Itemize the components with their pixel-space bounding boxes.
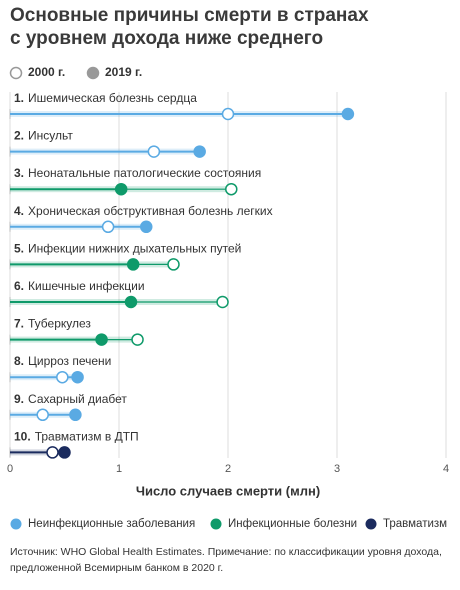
dot-2019 <box>341 107 355 121</box>
category: Инсульт <box>28 129 73 143</box>
x-tick-label: 0 <box>7 463 13 475</box>
dot-2019 <box>95 333 108 346</box>
chart-title: Основные причины смерти в странах <box>10 5 369 26</box>
legend-marker <box>365 518 377 530</box>
legend-label: Неинфекционные заболевания <box>28 518 195 530</box>
x-tick-label: 2 <box>225 463 231 475</box>
row-label: 6. Кишечные инфекции <box>14 279 145 293</box>
x-tick-label: 3 <box>334 463 340 475</box>
dot-2019 <box>58 446 71 459</box>
category: Ишемическая болезнь сердца <box>28 91 197 105</box>
category: Инфекции нижних дыхательных путей <box>28 242 241 256</box>
dot-2000 <box>221 107 235 121</box>
category: Цирроз печени <box>28 354 111 368</box>
row-label: 4. Хроническая обструктивная болезнь легк… <box>14 204 273 218</box>
rank: 4. <box>14 204 24 218</box>
category: Неонатальные патологические состояния <box>28 166 261 180</box>
dot-2000 <box>147 145 161 158</box>
dot-2000 <box>36 408 49 422</box>
dot-2019 <box>140 220 153 234</box>
dot-2000 <box>101 220 115 234</box>
dot-2000 <box>216 295 229 309</box>
legend-marker <box>9 66 23 80</box>
legend-marker <box>10 518 22 530</box>
rank: 2. <box>14 129 24 143</box>
x-axis-label: Число случаев смерти (млн) <box>136 483 320 498</box>
rank: 3. <box>14 166 24 180</box>
row-label: 10. Травматизм в ДТП <box>14 430 139 444</box>
dot-2019 <box>126 258 140 271</box>
dot-2019 <box>69 408 82 422</box>
legend-label: Травматизм <box>383 518 447 530</box>
rank: 8. <box>14 354 24 368</box>
dot-2000 <box>225 182 238 196</box>
dot-2000 <box>167 258 180 271</box>
legend-label: Инфекционные болезни <box>228 518 357 530</box>
chart-title: с уровнем дохода ниже среднего <box>10 28 323 49</box>
dot-2019 <box>193 145 206 158</box>
dot-2000 <box>131 333 144 346</box>
category: Кишечные инфекции <box>28 279 145 293</box>
row-label: 8. Цирроз печени <box>14 354 111 368</box>
category: Туберкулез <box>28 317 91 331</box>
x-tick-label: 4 <box>443 463 449 475</box>
category: Травматизм в ДТП <box>35 430 139 444</box>
rank: 9. <box>14 392 24 406</box>
dot-2019 <box>124 295 138 309</box>
row-label: 2. Инсульт <box>14 129 73 143</box>
legend-label: 2019 г. <box>105 65 142 79</box>
legend-marker <box>86 66 100 80</box>
category: Хроническая обструктивная болезнь легких <box>28 204 273 218</box>
row-label: 1. Ишемическая болезнь сердца <box>14 91 197 105</box>
dot-2000 <box>56 370 69 384</box>
rank: 5. <box>14 242 24 256</box>
row-label: 7. Туберкулез <box>14 317 91 331</box>
legend-marker <box>210 518 222 530</box>
rank: 1. <box>14 91 24 105</box>
rank: 7. <box>14 317 24 331</box>
dot-2019 <box>114 182 128 196</box>
rank: 10. <box>14 430 31 444</box>
dot-2000 <box>46 446 59 459</box>
row-label: 3. Неонатальные патологические состояния <box>14 166 261 180</box>
row-label: 5. Инфекции нижних дыхательных путей <box>14 242 241 256</box>
row-label: 9. Сахарный диабет <box>14 392 127 406</box>
source-note: Источник: WHO Global Health Estimates. П… <box>10 546 442 574</box>
category: Сахарный диабет <box>28 392 127 406</box>
legend-label: 2000 г. <box>28 65 65 79</box>
x-tick-label: 1 <box>116 463 122 475</box>
rank: 6. <box>14 279 24 293</box>
dot-2019 <box>71 370 84 384</box>
